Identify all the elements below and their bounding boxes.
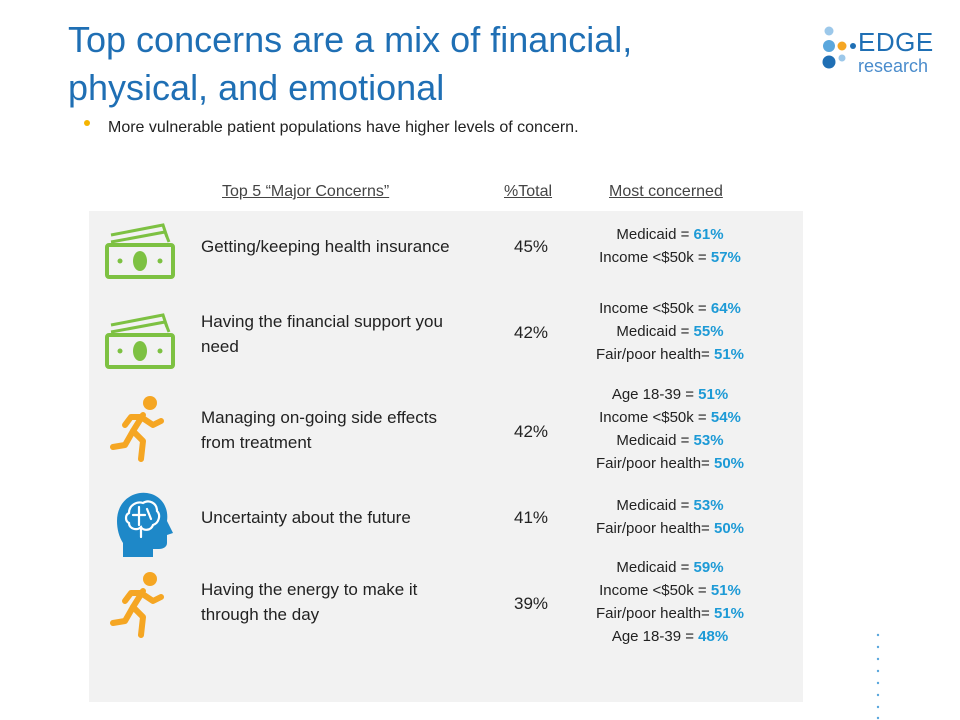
runner-icon bbox=[110, 572, 164, 638]
concern-row: Getting/keeping health insurance 45% Med… bbox=[89, 211, 803, 291]
most-concerned-list: Income <$50k = 64% Medicaid = 55% Fair/p… bbox=[595, 300, 745, 363]
edge-research-logo: EDGE research bbox=[820, 24, 950, 80]
header-major-concerns: Top 5 “Major Concerns” bbox=[222, 183, 390, 200]
logo-subtext: research bbox=[858, 56, 929, 76]
decorative-dotted-line bbox=[876, 633, 880, 720]
most-concerned-list: Medicaid = 53% Fair/poor health= 50% bbox=[595, 497, 745, 537]
most-concerned-list: Medicaid = 59% Income <$50k = 51% Fair/p… bbox=[595, 559, 745, 645]
runner-icon bbox=[110, 396, 164, 462]
most-concerned-list: Medicaid = 61% Income <$50k = 57% bbox=[599, 226, 741, 266]
brain-head-icon bbox=[117, 492, 173, 557]
total-percent: 41% bbox=[513, 508, 549, 527]
concern-row: Uncertainty about the future 41% Medicai… bbox=[89, 481, 803, 559]
header-total: %Total bbox=[504, 183, 553, 200]
concern-row bbox=[89, 559, 803, 659]
bullet-marker bbox=[84, 120, 90, 126]
money-icon bbox=[105, 313, 175, 369]
total-percent: 45% bbox=[513, 237, 549, 256]
slide-title-line-2: physical, and emotional bbox=[68, 67, 445, 108]
total-percent: 42% bbox=[513, 422, 549, 441]
concern-label: Uncertainty about the future bbox=[201, 508, 411, 527]
concern-row: Managing on-going side effects from trea… bbox=[89, 381, 803, 481]
slide-title-line-1: Top concerns are a mix of financial, bbox=[68, 19, 633, 60]
total-percent: 42% bbox=[513, 323, 549, 342]
logo-dots-icon bbox=[822, 26, 856, 69]
total-percent: 39% bbox=[513, 594, 549, 613]
concerns-table: Getting/keeping health insurance 45% Med… bbox=[89, 211, 803, 702]
concern-label: Managing on-going side effects from trea… bbox=[201, 408, 437, 452]
most-concerned-list: Age 18-39 = 51% Income <$50k = 54% Medic… bbox=[595, 386, 745, 472]
concern-label: Getting/keeping health insurance bbox=[201, 237, 450, 256]
concern-label: Having the financial support you need bbox=[201, 312, 443, 356]
slide-title: Top concerns are a mix of financial, phy… bbox=[68, 16, 768, 112]
logo-wordmark: EDGE bbox=[858, 27, 934, 57]
bullet-text: More vulnerable patient populations have… bbox=[108, 119, 579, 136]
money-icon bbox=[105, 223, 175, 279]
header-most-concerned: Most concerned bbox=[609, 183, 723, 200]
concern-row: Having the financial support you need 42… bbox=[89, 291, 803, 381]
concern-label: Having the energy to make it through the… bbox=[201, 580, 418, 624]
